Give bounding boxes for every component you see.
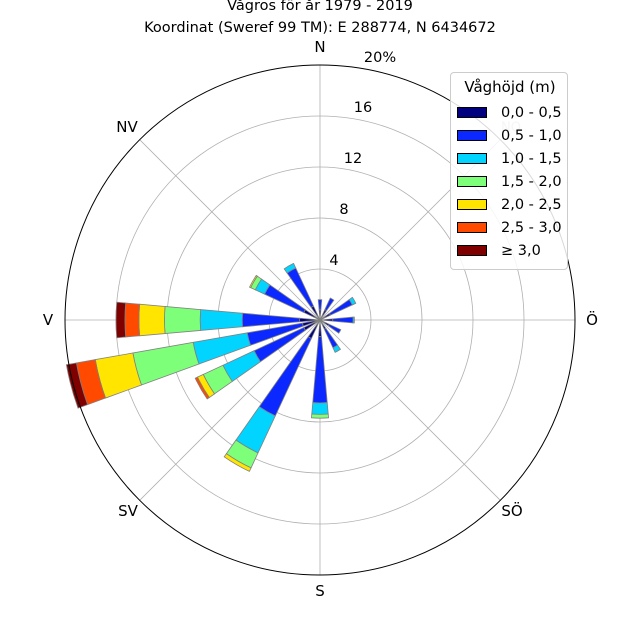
legend: Våghöjd (m) 0,0 - 0,5 0,5 - 1,0 1,0 - 1,…	[450, 72, 568, 270]
direction-label-so: SÖ	[501, 502, 523, 520]
direction-label-nv: NV	[116, 118, 138, 136]
legend-swatch	[457, 130, 487, 141]
direction-label-sv: SV	[118, 502, 138, 520]
rose-bar-segment	[138, 303, 166, 337]
legend-swatch	[457, 199, 487, 210]
legend-label: 0,0 - 0,5	[501, 105, 562, 121]
rose-bar-segment	[65, 362, 89, 409]
rose-bar-segment	[132, 341, 200, 386]
legend-item: ≥ 3,0	[451, 241, 569, 261]
rose-bar-segment	[317, 299, 323, 311]
grid-spoke	[139, 139, 321, 321]
rose-bar-segment	[311, 402, 329, 415]
rose-bar-segment	[327, 323, 342, 334]
rose-bar-segment	[324, 297, 335, 312]
direction-label-n: N	[314, 38, 326, 56]
ring-label-4: 4	[329, 253, 339, 269]
direction-label-v: V	[42, 311, 54, 329]
legend-item: 0,0 - 0,5	[451, 103, 569, 123]
legend-item: 0,5 - 1,0	[451, 126, 569, 146]
legend-item: 1,0 - 1,5	[451, 149, 569, 169]
legend-label: 0,5 - 1,0	[501, 128, 562, 144]
rose-bar-segment	[164, 306, 202, 334]
rose-bar-segment	[332, 316, 354, 324]
ring-label-8: 8	[339, 202, 349, 218]
legend-swatch	[457, 176, 487, 187]
chart-title: Vågros för år 1979 - 2019	[227, 0, 413, 14]
legend-label: 1,5 - 2,0	[501, 174, 562, 190]
legend-label: 2,0 - 2,5	[501, 197, 562, 213]
direction-label-o: Ö	[586, 311, 598, 329]
legend-swatch	[457, 222, 487, 233]
ring-label-12: 12	[343, 151, 363, 167]
rose-bar-segment	[312, 336, 328, 404]
rose-bar-segment	[248, 274, 258, 289]
rose-bar-segment	[283, 262, 297, 274]
legend-item: 2,5 - 3,0	[451, 218, 569, 238]
rose-bar-segment	[348, 296, 357, 306]
legend-label: ≥ 3,0	[501, 243, 541, 259]
rose-bar-segment	[194, 376, 210, 400]
rose-bar-segment	[332, 344, 342, 353]
legend-title: Våghöjd (m)	[464, 78, 556, 96]
ring-label-20: 20%	[363, 50, 397, 66]
grid-spoke	[319, 319, 501, 501]
rose-bar-segment	[124, 302, 141, 338]
legend-label: 1,0 - 1,5	[501, 151, 562, 167]
legend-swatch	[457, 245, 487, 256]
legend-item: 1,5 - 2,0	[451, 172, 569, 192]
rose-bar-segment	[352, 316, 355, 324]
ring-label-16: 16	[353, 100, 373, 116]
legend-label: 2,5 - 3,0	[501, 220, 562, 236]
rose-bar-segment	[115, 301, 127, 339]
direction-label-s: S	[315, 582, 325, 600]
rose-bar-segment	[223, 453, 252, 472]
rose-bar-segment	[311, 413, 329, 419]
rose-bars	[65, 262, 357, 472]
outer-frame	[64, 64, 576, 576]
legend-item: 2,0 - 2,5	[451, 195, 569, 215]
legend-swatch	[457, 153, 487, 164]
grid-spoke	[139, 319, 321, 501]
legend-swatch	[457, 107, 487, 118]
chart-subtitle: Koordinat (Sweref 99 TM): E 288774, N 64…	[144, 20, 496, 36]
rose-bar-segment	[199, 309, 243, 331]
